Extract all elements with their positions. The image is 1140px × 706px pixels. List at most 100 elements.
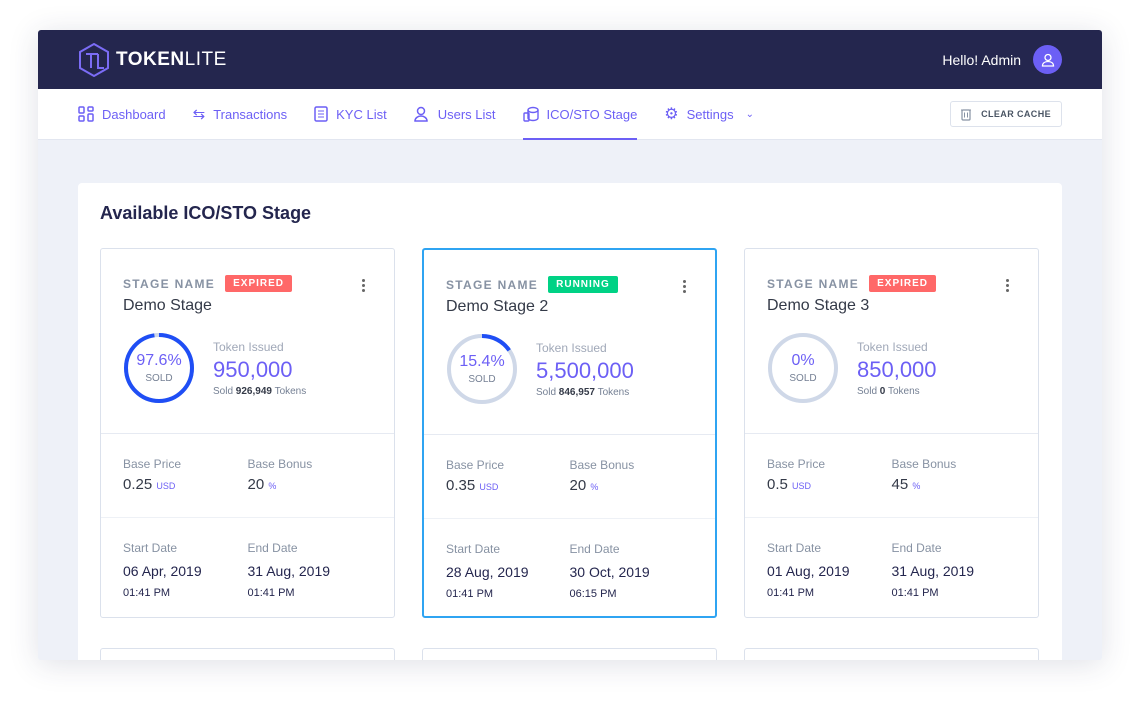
bonus-unit: % <box>268 481 277 491</box>
top-header: TOKENLITE Hello! Admin <box>38 30 1102 89</box>
end-time: 01:41 PM <box>247 587 295 599</box>
coins-icon <box>522 106 539 122</box>
gear-icon: ⚙ <box>664 106 679 123</box>
document-list-icon <box>314 106 328 122</box>
price-unit: USD <box>479 482 499 492</box>
stage-card[interactable] <box>422 648 717 660</box>
clear-cache-button[interactable]: CLEAR CACHE <box>950 101 1062 127</box>
base-bonus: 20 <box>247 476 265 493</box>
user-icon <box>1041 53 1054 67</box>
end-time: 01:41 PM <box>891 587 939 599</box>
stage-card[interactable]: STAGE NAME EXPIRED Demo Stage 3 0% SOLD To… <box>744 248 1039 618</box>
sold-progress-ring: 97.6% SOLD <box>123 332 195 404</box>
tokens-sold: Sold 926,949 Tokens <box>213 386 306 397</box>
start-time: 01:41 PM <box>123 587 171 599</box>
avatar[interactable] <box>1033 45 1062 74</box>
sold-prefix: Sold <box>857 385 878 397</box>
clear-cache-label: CLEAR CACHE <box>981 109 1051 119</box>
base-price: 0.35 <box>446 477 476 494</box>
stage-cards: STAGE NAME EXPIRED Demo Stage 97.6% SOLD T… <box>100 248 1039 618</box>
nav-kyc-list[interactable]: KYC List <box>314 89 387 140</box>
base-bonus-label: Base Bonus <box>569 458 635 472</box>
bonus-unit: % <box>912 481 921 491</box>
stage-card[interactable] <box>744 648 1039 660</box>
logo[interactable]: TOKENLITE <box>78 42 227 77</box>
stage-name: Demo Stage <box>123 297 212 314</box>
nav-label: Settings <box>686 106 734 122</box>
price-unit: USD <box>792 481 812 491</box>
page-title: Available ICO/STO Stage <box>100 203 312 223</box>
nav-dashboard[interactable]: Dashboard <box>78 89 166 140</box>
sold-percent: 0% <box>791 352 815 369</box>
start-time: 01:41 PM <box>767 587 815 599</box>
users-icon <box>413 106 428 122</box>
sold-count: 0 <box>879 385 886 397</box>
start-date-label: Start Date <box>446 542 501 556</box>
token-issued-label: Token Issued <box>536 340 607 355</box>
sold-suffix: Tokens <box>887 385 920 397</box>
sold-percent: 15.4% <box>459 353 505 370</box>
sold-progress-ring: 15.4% SOLD <box>446 333 518 405</box>
end-time: 06:15 PM <box>569 588 617 600</box>
main-nav: Dashboard ⇆ Transactions KYC List Users L… <box>38 89 1102 140</box>
nav-settings[interactable]: ⚙ Settings ⌄ <box>664 89 754 140</box>
price-unit: USD <box>156 481 176 491</box>
start-date-label: Start Date <box>123 541 178 555</box>
sold-prefix: Sold <box>213 385 234 397</box>
base-price-label: Base Price <box>446 458 505 472</box>
nav-users-list[interactable]: Users List <box>413 89 496 140</box>
sold-suffix: Tokens <box>274 385 307 397</box>
nav-ico-sto-stage[interactable]: ICO/STO Stage <box>522 89 638 140</box>
nav-label: Transactions <box>213 106 288 122</box>
base-price: 0.5 <box>767 476 788 493</box>
stage-name-label: STAGE NAME <box>123 276 216 291</box>
base-bonus-label: Base Bonus <box>891 457 957 471</box>
base-bonus-label: Base Bonus <box>247 457 313 471</box>
user-menu[interactable]: Hello! Admin <box>942 45 1062 74</box>
sold-prefix: Sold <box>536 386 557 398</box>
more-options-icon[interactable] <box>1006 277 1012 294</box>
nav-transactions[interactable]: ⇆ Transactions <box>193 89 288 140</box>
token-issued-value: 5,500,000 <box>536 357 634 383</box>
sold-label: SOLD <box>789 373 817 384</box>
end-date: 31 Aug, 2019 <box>891 563 975 579</box>
base-bonus: 45 <box>891 476 909 493</box>
sold-suffix: Tokens <box>597 386 630 398</box>
nav-label: ICO/STO Stage <box>546 106 638 122</box>
end-date: 30 Oct, 2019 <box>569 564 650 580</box>
sold-count: 926,949 <box>235 385 272 397</box>
token-issued-label: Token Issued <box>213 339 284 354</box>
base-price-label: Base Price <box>767 457 826 471</box>
stage-card[interactable]: STAGE NAME EXPIRED Demo Stage 97.6% SOLD T… <box>100 248 395 618</box>
stage-card[interactable] <box>100 648 395 660</box>
base-price: 0.25 <box>123 476 153 493</box>
end-date-label: End Date <box>569 542 620 556</box>
sold-count: 846,957 <box>558 386 595 398</box>
more-options-icon[interactable] <box>683 278 689 295</box>
stage-panel: Available ICO/STO Stage STAGE NAME EXPIRE… <box>78 183 1062 660</box>
arrows-exchange-icon: ⇆ <box>192 106 206 123</box>
stage-cards-row-2 <box>100 648 1039 660</box>
logo-icon <box>79 42 109 77</box>
start-date: 01 Aug, 2019 <box>767 563 850 579</box>
stage-card[interactable]: STAGE NAME RUNNING Demo Stage 2 15.4% SOLD… <box>422 248 717 618</box>
tokens-sold: Sold 0 Tokens <box>857 386 937 397</box>
sold-progress-ring: 0% SOLD <box>767 332 839 404</box>
more-options-icon[interactable] <box>362 277 368 294</box>
grid-icon <box>78 106 94 122</box>
app-window: TOKENLITE Hello! Admin Dashboard ⇆ Transa… <box>38 30 1102 660</box>
greeting: Hello! Admin <box>942 51 1021 68</box>
token-issued-value: 850,000 <box>857 356 937 382</box>
end-date: 31 Aug, 2019 <box>247 563 331 579</box>
stage-name: Demo Stage 2 <box>446 298 549 315</box>
stage-name: Demo Stage 3 <box>767 297 870 314</box>
logo-text-light: LITE <box>184 48 227 70</box>
token-issued-label: Token Issued <box>857 339 928 354</box>
sold-label: SOLD <box>468 374 496 385</box>
chevron-down-icon: ⌄ <box>745 108 755 120</box>
stage-name-label: STAGE NAME <box>446 277 539 292</box>
status-badge: EXPIRED <box>869 275 937 292</box>
stage-name-label: STAGE NAME <box>767 276 860 291</box>
start-date-label: Start Date <box>767 541 822 555</box>
end-date-label: End Date <box>247 541 298 555</box>
